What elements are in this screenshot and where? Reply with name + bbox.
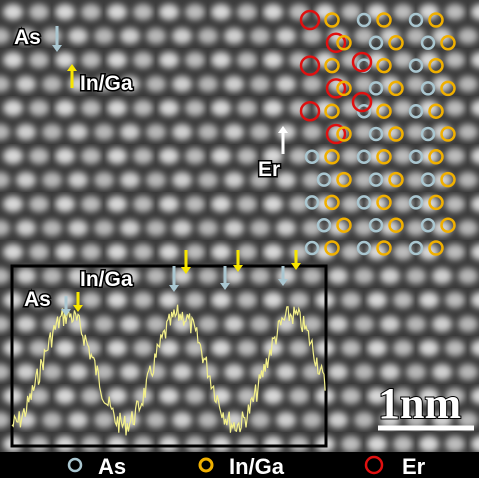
label: As bbox=[14, 26, 41, 49]
micrograph: As In/Ga Er As In/Ga 1nm As In/Ga Er bbox=[0, 0, 479, 478]
label: Er bbox=[258, 158, 280, 181]
label: In/Ga bbox=[80, 72, 133, 95]
label: As bbox=[24, 288, 51, 311]
legend-label: As bbox=[98, 454, 126, 478]
label: In/Ga bbox=[80, 268, 133, 291]
scale-label: 1nm bbox=[378, 379, 461, 428]
legend-label: Er bbox=[402, 454, 426, 478]
legend-label: In/Ga bbox=[229, 454, 285, 478]
